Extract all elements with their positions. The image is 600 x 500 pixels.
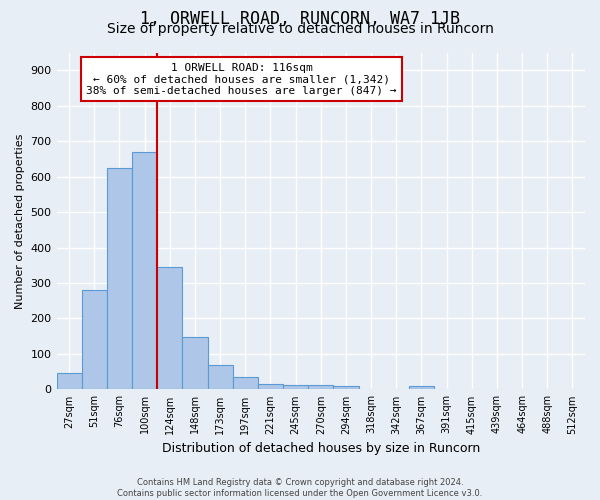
Bar (208, 366, 233, 390)
Bar (308, 385, 334, 390)
Bar (182, 337, 208, 390)
X-axis label: Distribution of detached houses by size in Runcorn: Distribution of detached houses by size … (161, 442, 480, 455)
Bar (56, 374, 82, 390)
Y-axis label: Number of detached properties: Number of detached properties (15, 134, 25, 308)
Bar (258, 384, 283, 390)
Bar (409, 386, 434, 390)
Text: 1, ORWELL ROAD, RUNCORN, WA7 1JB: 1, ORWELL ROAD, RUNCORN, WA7 1JB (140, 10, 460, 28)
Bar (157, 267, 182, 390)
Bar (233, 377, 258, 390)
Text: Size of property relative to detached houses in Runcorn: Size of property relative to detached ho… (107, 22, 493, 36)
Bar (334, 386, 359, 390)
Text: 1 ORWELL ROAD: 116sqm
← 60% of detached houses are smaller (1,342)
38% of semi-d: 1 ORWELL ROAD: 116sqm ← 60% of detached … (86, 62, 397, 96)
Bar (283, 385, 308, 390)
Bar (132, 152, 157, 390)
Bar (82, 290, 107, 390)
Bar (107, 168, 132, 390)
Text: Contains HM Land Registry data © Crown copyright and database right 2024.
Contai: Contains HM Land Registry data © Crown c… (118, 478, 482, 498)
